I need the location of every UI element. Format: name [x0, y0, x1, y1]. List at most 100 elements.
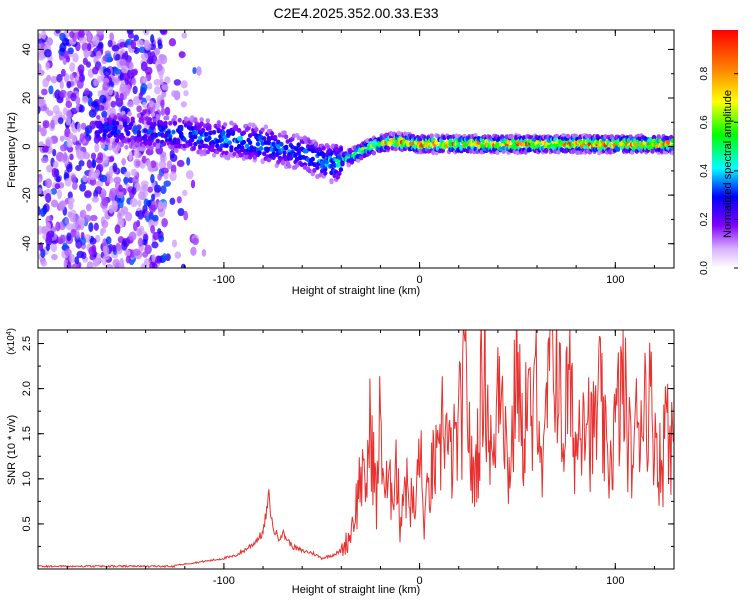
heatmap-noise-cell — [124, 84, 132, 94]
heatmap-noise-cell — [114, 68, 122, 75]
heatmap-noise-cell — [151, 193, 156, 201]
heatmap-ridge-cell — [329, 150, 334, 156]
colorbar-gradient — [712, 30, 738, 268]
heatmap-noise-cell — [101, 197, 109, 207]
heatmap-noise-cell — [56, 73, 63, 83]
heatmap-ridge-cell — [258, 146, 264, 151]
heatmap-ridge-cell — [114, 138, 120, 143]
heatmap-noise-cell — [110, 100, 116, 108]
snr-y-tick-label: 1.5 — [21, 426, 33, 441]
heatmap-noise-cell — [48, 85, 54, 95]
heatmap-noise-cell — [180, 101, 187, 108]
heatmap-noise-cell — [82, 174, 88, 183]
heatmap-noise-cell — [138, 92, 143, 101]
spectrogram-y-tick-label: -40 — [21, 236, 33, 252]
heatmap-noise-cell — [81, 95, 89, 104]
heatmap-ridge-cell — [169, 145, 175, 150]
heatmap-ridge-cell — [130, 116, 135, 122]
heatmap-ridge-cell — [155, 144, 160, 150]
heatmap-noise-cell — [66, 81, 72, 89]
heatmap-ridge-cell — [255, 141, 261, 147]
heatmap-noise-cell — [153, 184, 162, 193]
heatmap-noise-cell — [42, 120, 50, 129]
heatmap-noise-cell — [169, 171, 177, 182]
heatmap-noise-cell — [146, 57, 154, 65]
heatmap-noise-cell — [171, 90, 177, 98]
heatmap-noise-cell — [38, 63, 42, 73]
heatmap-noise-cell — [59, 32, 66, 41]
heatmap-noise-cell — [46, 164, 54, 173]
heatmap-noise-cell — [111, 244, 117, 253]
heatmap-noise-cell — [59, 80, 64, 90]
heatmap-noise-cell — [78, 160, 85, 167]
heatmap-noise-cell — [79, 132, 84, 143]
heatmap-noise-cell — [122, 73, 131, 82]
heatmap-noise-cell — [89, 214, 98, 222]
heatmap-noise-cell — [58, 200, 66, 211]
heatmap-noise-cell — [137, 199, 142, 207]
heatmap-ridge-cell — [130, 139, 135, 145]
heatmap-noise-cell — [50, 119, 55, 130]
heatmap-noise-cell — [131, 187, 137, 195]
heatmap-ridge-cell — [116, 129, 121, 135]
heatmap-ridge-cell — [656, 134, 661, 140]
heatmap-noise-cell — [119, 59, 127, 66]
heatmap-ridge-cell — [99, 128, 104, 134]
heatmap-noise-cell — [69, 153, 74, 161]
heatmap-noise-cell — [174, 251, 182, 259]
heatmap-noise-cell — [99, 174, 108, 183]
heatmap-noise-cell — [169, 149, 175, 159]
heatmap-noise-cell — [133, 148, 140, 159]
heatmap-noise-cell — [130, 39, 137, 50]
heatmap-noise-cell — [160, 54, 168, 65]
heatmap-noise-cell — [149, 204, 156, 213]
heatmap-ridge-cell — [315, 165, 320, 170]
heatmap-ridge-cell — [114, 121, 120, 126]
heatmap-ridge-cell — [321, 145, 326, 151]
heatmap-ridge-cell — [241, 139, 247, 145]
heatmap-ridge-cell — [168, 133, 173, 139]
heatmap-noise-cell — [45, 192, 52, 203]
heatmap-noise-cell — [112, 162, 118, 173]
snr-y-tick-label: 1.0 — [21, 471, 33, 486]
heatmap-noise-cell — [84, 88, 90, 96]
heatmap-noise-cell — [145, 210, 150, 217]
heatmap-ridge-cell — [262, 151, 267, 157]
heatmap-ridge-cell — [174, 143, 179, 149]
heatmap-noise-cell — [71, 263, 79, 268]
heatmap-noise-cell — [150, 51, 155, 58]
heatmap-ridge-cell — [221, 130, 226, 136]
heatmap-noise-cell — [128, 231, 137, 241]
heatmap-ridge-cell — [168, 120, 173, 126]
heatmap-noise-cell — [131, 77, 137, 86]
heatmap-ridge-cell — [280, 160, 286, 165]
heatmap-noise-cell — [136, 228, 142, 237]
heatmap-ridge-cell — [188, 121, 193, 127]
heatmap-ridge-cell — [279, 141, 284, 147]
snr-y-ticks: 0.5 1.0 1.5 2.0 2.5 — [21, 336, 674, 570]
heatmap-ridge-cell — [172, 114, 178, 120]
heatmap-noise-cell — [102, 238, 108, 248]
heatmap-ridge-cell — [152, 122, 157, 127]
heatmap-noise-cell — [82, 57, 88, 65]
heatmap-noise-cell — [86, 203, 92, 212]
heatmap-noise-cell — [69, 253, 75, 264]
heatmap-noise-cell — [105, 236, 112, 245]
heatmap-ridge-cell — [121, 110, 126, 116]
heatmap-noise-cell — [164, 106, 171, 116]
heatmap-noise-cell — [78, 30, 85, 38]
heatmap-noise-cell — [133, 221, 138, 232]
heatmap-noise-cell — [163, 180, 171, 187]
heatmap-noise-cell — [64, 177, 72, 187]
heatmap-ridge-cell — [199, 121, 204, 127]
heatmap-noise-cell — [45, 61, 50, 71]
heatmap-noise-cell — [69, 213, 76, 223]
spectrogram-y-tick-label: 20 — [21, 92, 33, 104]
heatmap-ridge-cell — [670, 150, 674, 156]
heatmap-noise-cell — [142, 101, 147, 108]
heatmap-ridge-cell — [260, 127, 265, 133]
heatmap-ridge-cell — [263, 124, 268, 130]
heatmap-ridge-cell — [119, 142, 124, 148]
heatmap-ridge-cell — [182, 137, 187, 142]
heatmap-noise-cell — [38, 97, 45, 107]
